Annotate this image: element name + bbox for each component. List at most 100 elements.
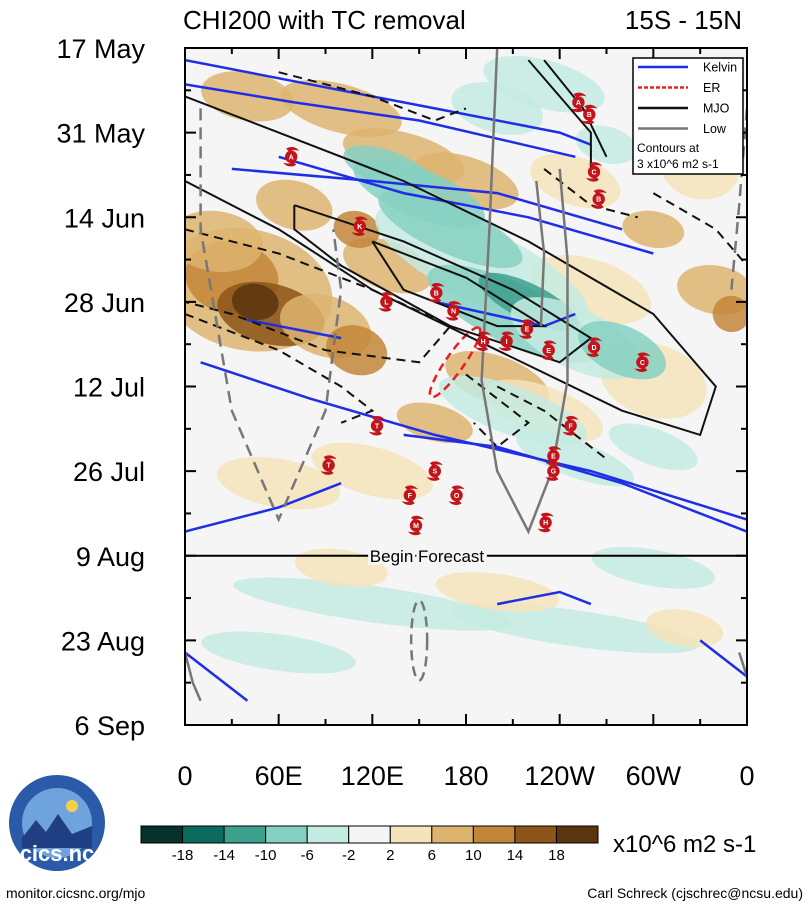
y-tick-label: 23 Aug — [61, 626, 145, 656]
tc-marker: C — [634, 352, 651, 373]
tc-marker-label: T — [375, 423, 380, 430]
legend-note: Contours at — [637, 141, 700, 155]
tc-marker-label: F — [408, 493, 413, 500]
tc-marker: T — [369, 416, 385, 436]
colorbar-swatch — [514, 825, 557, 844]
tc-marker: H — [475, 331, 492, 351]
filtered-contours — [185, 48, 747, 702]
x-tick-label: 60W — [626, 761, 682, 791]
colorbar-swatch — [431, 825, 474, 844]
tc-marker-label: E — [525, 327, 530, 334]
x-tick-label: 60E — [255, 761, 303, 791]
tc-marker-label: C — [640, 360, 645, 367]
tc-marker-label: O — [454, 493, 460, 500]
footer-right: Carl Schreck (cjschrec@ncsu.edu) — [587, 885, 803, 901]
colorbar-label: -2 — [342, 847, 355, 864]
colorbar-swatch — [140, 825, 184, 844]
tc-marker-label: E — [551, 454, 556, 461]
legend-label-kelvin: Kelvin — [703, 61, 737, 75]
y-tick-label: 6 Sep — [74, 711, 145, 741]
tc-marker: A — [570, 92, 587, 113]
colorbar-label: 6 — [428, 847, 436, 864]
x-tick-label: 120E — [341, 761, 404, 791]
y-tick-label: 9 Aug — [76, 542, 145, 572]
tc-marker-label: G — [551, 469, 557, 476]
tc-marker-label: N — [451, 309, 456, 316]
colorbar-label: 10 — [465, 847, 482, 864]
colorbar-swatch — [389, 825, 433, 844]
y-tick-label: 26 Jul — [73, 457, 145, 487]
footer-left: monitor.cicsnc.org/mjo — [6, 885, 145, 901]
tc-marker-label: A — [289, 154, 294, 161]
colorbar-swatch — [348, 825, 391, 844]
y-tick-label: 28 Jun — [64, 288, 145, 318]
legend-label-low: Low — [703, 122, 727, 136]
y-tick-label: 14 Jun — [64, 203, 145, 233]
legend-note-units: 3 x10^6 m2 s-1 — [637, 157, 719, 171]
colorbar-label: -6 — [301, 847, 314, 864]
tc-marker: I — [498, 331, 515, 351]
tc-marker: M — [408, 515, 424, 536]
colorbar-label: 18 — [548, 847, 565, 864]
tc-marker: K — [351, 216, 368, 237]
colorbar-label: 14 — [507, 847, 524, 864]
tc-marker-label: F — [568, 423, 573, 430]
colorbar-label: 2 — [386, 847, 394, 864]
legend-box — [632, 57, 744, 175]
tc-marker-label: I — [506, 339, 508, 346]
colorbar-label: -18 — [172, 847, 194, 864]
x-tick-label: 0 — [177, 761, 192, 791]
chart-region: 15S - 15N — [625, 5, 742, 35]
colorbar-swatch — [306, 825, 350, 844]
tc-marker-label: H — [481, 339, 486, 346]
colorbar-units: x10^6 m2 s-1 — [613, 831, 756, 858]
cicsnc-logo: cics.nc — [9, 775, 105, 871]
tc-marker-label: B — [434, 290, 439, 297]
chart-title: CHI200 with TC removal — [183, 5, 466, 35]
forecast-label: Begin Forecast — [370, 547, 485, 566]
tc-marker: O — [448, 485, 465, 506]
tc-marker: L — [378, 292, 395, 312]
tc-marker-label: T — [326, 463, 331, 470]
legend-label-mjo: MJO — [703, 102, 730, 116]
tc-marker-label: C — [591, 170, 596, 177]
x-tick-label: 0 — [739, 761, 754, 791]
colorbar: -18 -14 -10 -6 -2 2 6 10 14 18 — [140, 825, 599, 864]
tc-marker: A — [283, 147, 300, 167]
colorbar-swatch — [182, 825, 225, 844]
tc-marker-label: E — [546, 348, 551, 355]
tc-marker: B — [428, 283, 445, 303]
logo-text: cics.nc — [20, 841, 95, 866]
tc-marker: C — [586, 162, 602, 182]
tc-marker: S — [426, 461, 443, 481]
tc-marker-label: B — [596, 197, 601, 204]
x-tick-labels: 0 60E 120E 180 120W 60W 0 — [177, 761, 754, 791]
tc-marker: T — [320, 455, 337, 475]
tc-marker: N — [445, 301, 462, 321]
tc-marker: G — [545, 461, 562, 481]
y-tick-labels: 17 May 31 May 14 Jun 28 Jun 12 Jul 26 Jul 9 Au… — [56, 34, 145, 741]
tc-marker-label: S — [432, 469, 437, 476]
colorbar-swatch — [265, 825, 308, 844]
tc-marker: E — [540, 340, 557, 360]
tc-marker: D — [586, 337, 602, 357]
colorbar-swatch — [472, 825, 516, 844]
tc-marker-label: B — [587, 112, 592, 119]
y-tick-label: 17 May — [56, 34, 145, 64]
tc-marker-label: H — [543, 520, 548, 527]
tc-marker-label: A — [576, 100, 581, 107]
axis-ticks — [184, 47, 748, 726]
tc-marker-label: D — [591, 345, 596, 352]
colorbar-label: -10 — [255, 847, 277, 864]
tc-marker-label: L — [384, 300, 389, 307]
colorbar-swatch — [555, 825, 599, 844]
x-tick-label: 180 — [443, 761, 488, 791]
legend-label-er: ER — [703, 81, 720, 95]
colorbar-swatch — [223, 825, 267, 844]
tc-marker: F — [562, 416, 579, 436]
y-tick-label: 12 Jul — [73, 373, 145, 403]
y-tick-label: 31 May — [56, 119, 145, 149]
